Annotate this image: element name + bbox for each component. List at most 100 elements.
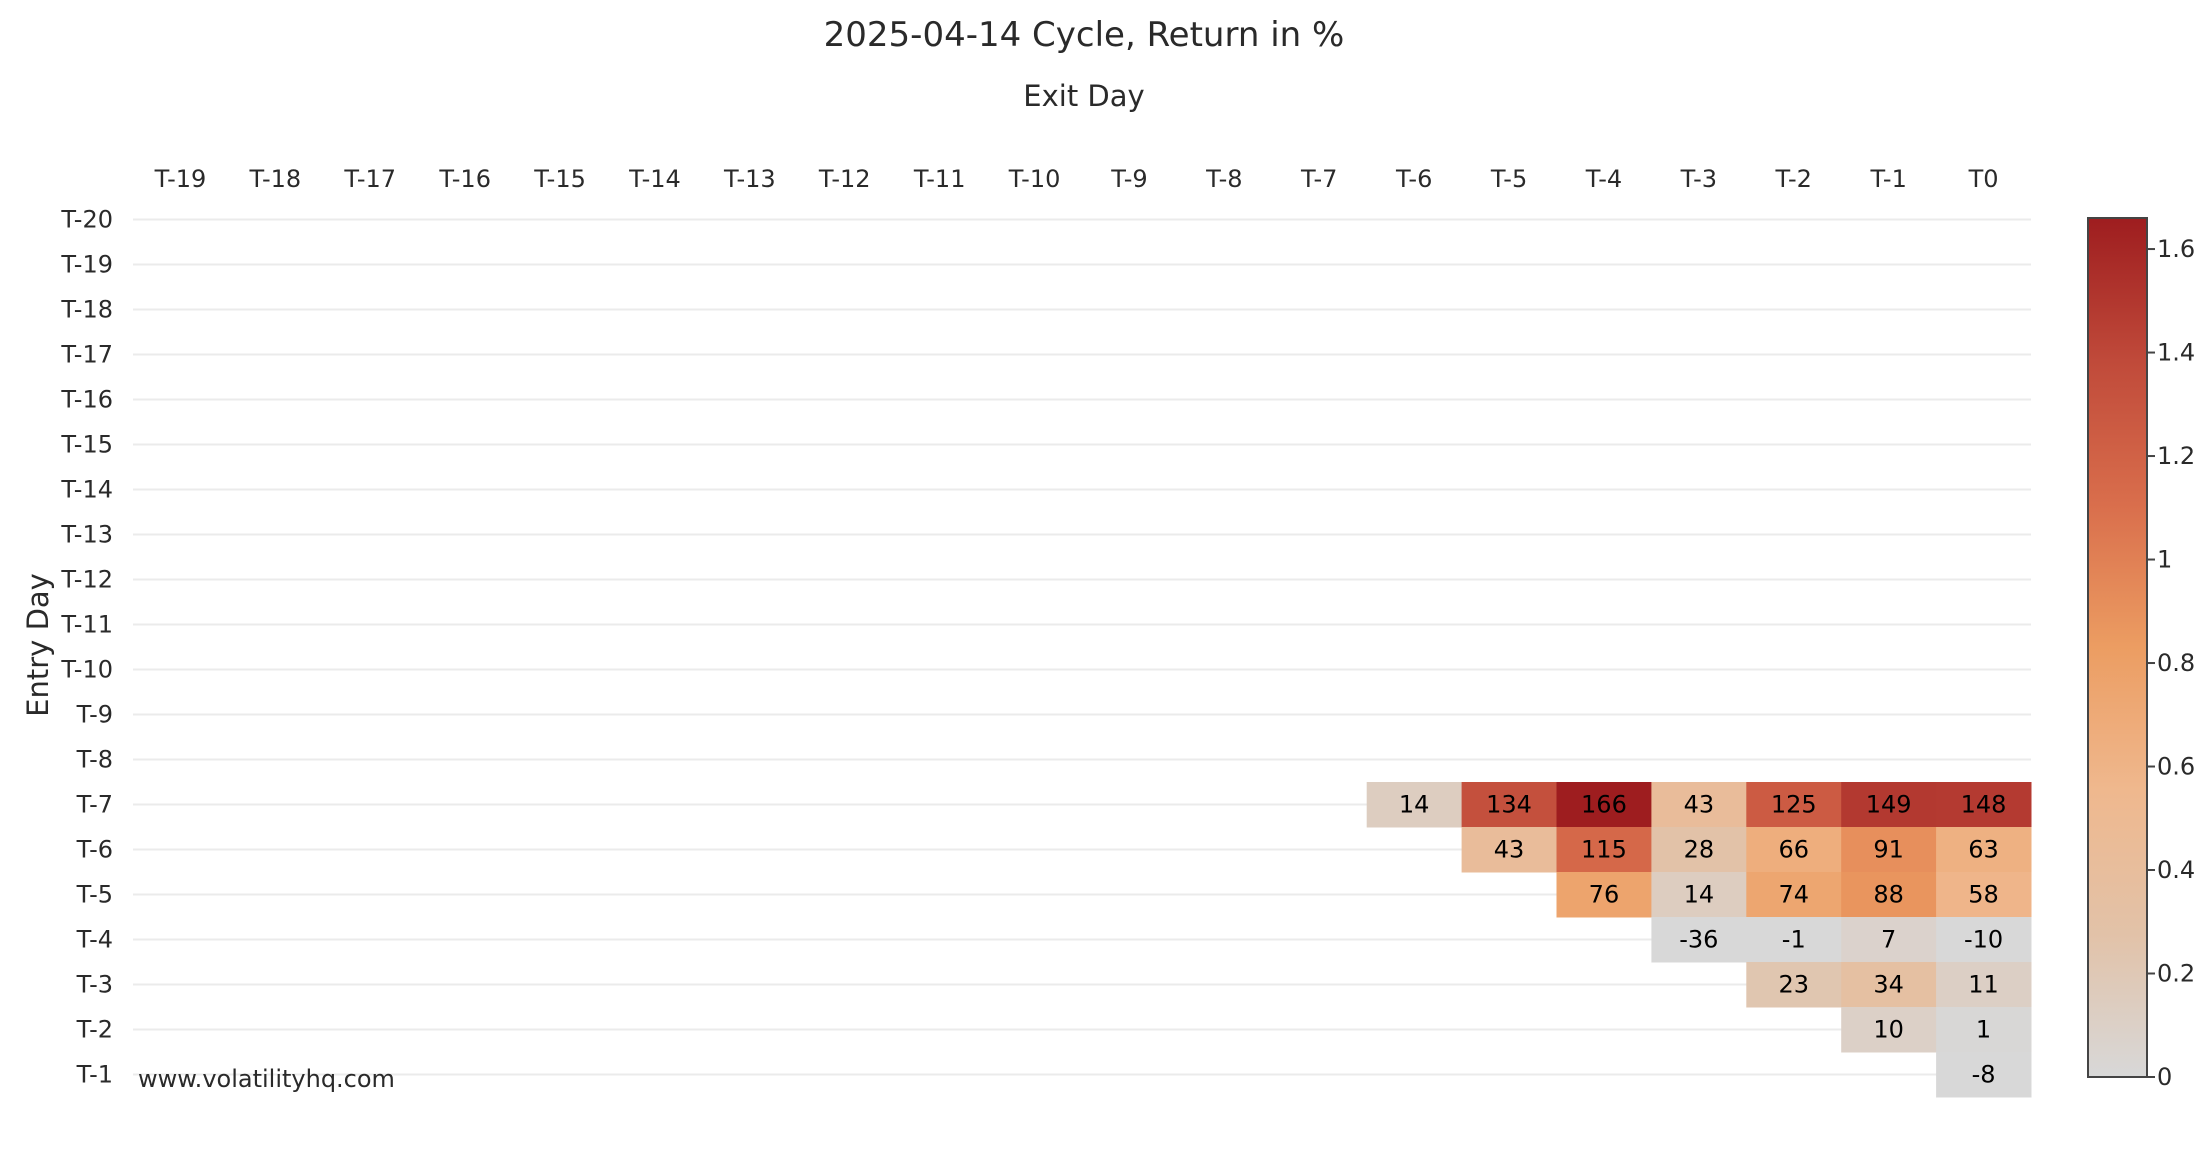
- cell-value-label: 74: [1778, 881, 1809, 909]
- cell-value-label: -10: [1964, 926, 2003, 954]
- heatmap-cell: [1746, 917, 1842, 963]
- cell-value-label: 34: [1873, 971, 1904, 999]
- y-tick-label: T-17: [60, 341, 113, 369]
- cell-value-label: 91: [1873, 836, 1904, 864]
- cell-value-label: 166: [1581, 791, 1627, 819]
- colorbar-tick-label: 1.2: [2157, 442, 2195, 470]
- x-tick-label: T-7: [1300, 165, 1337, 193]
- heatmap-cell: [1746, 872, 1842, 918]
- y-tick-label: T-5: [76, 881, 113, 909]
- cell-value-label: -1: [1782, 926, 1806, 954]
- cell-value-label: 134: [1486, 791, 1532, 819]
- cell-value-label: 14: [1399, 791, 1430, 819]
- y-tick-label: T-11: [60, 611, 113, 639]
- heatmap-cell: [1461, 782, 1557, 828]
- y-tick-label: T-2: [76, 1016, 113, 1044]
- y-tick-label: T-1: [76, 1061, 113, 1089]
- cell-value-label: 23: [1778, 971, 1809, 999]
- y-tick-label: T-16: [60, 386, 113, 414]
- heatmap-cell: [1651, 917, 1747, 963]
- x-tick-label: T0: [1968, 165, 1999, 193]
- cell-value-label: -36: [1679, 926, 1718, 954]
- cell-value-label: 11: [1968, 971, 1999, 999]
- x-tick-label: T-6: [1395, 165, 1432, 193]
- colorbar-tick-label: 1.6: [2157, 235, 2195, 263]
- colorbar-tick-label: 0: [2157, 1063, 2172, 1091]
- y-tick-label: T-7: [76, 791, 113, 819]
- x-tick-label: T-1: [1869, 165, 1906, 193]
- y-axis-title: Entry Day: [21, 573, 55, 717]
- colorbar-gradient: [2087, 217, 2148, 1078]
- heatmap-cell: [1841, 827, 1937, 873]
- colorbar-tick-label: 0.4: [2157, 856, 2195, 884]
- y-tick-label: T-15: [60, 431, 113, 459]
- cell-value-label: 43: [1494, 836, 1525, 864]
- y-tick-label: T-4: [76, 926, 113, 954]
- chart-title: 2025-04-14 Cycle, Return in %: [824, 15, 1345, 55]
- x-tick-label: T-17: [343, 165, 396, 193]
- heatmap-cell: [1841, 917, 1937, 963]
- heatmap-cell: [1461, 827, 1557, 873]
- x-tick-label: T-5: [1490, 165, 1527, 193]
- x-tick-label: T-13: [723, 165, 776, 193]
- x-tick-label: T-16: [438, 165, 491, 193]
- x-tick-label: T-3: [1680, 165, 1717, 193]
- x-tick-label: T-18: [249, 165, 302, 193]
- colorbar-ticks: 0 0.2 0.4 0.6 0.8 1 1.2 1.4 1.6: [2147, 235, 2195, 1091]
- heatmap-cell: [1651, 827, 1747, 873]
- x-tick-label: T-14: [628, 165, 681, 193]
- cell-value-label: 7: [1881, 926, 1896, 954]
- heatmap-cell: [1936, 1007, 2032, 1053]
- heatmap-cell: [1746, 827, 1842, 873]
- heatmap-cell: [1841, 872, 1937, 918]
- cell-value-label: 10: [1873, 1016, 1904, 1044]
- y-tick-label: T-20: [60, 206, 113, 234]
- x-tick-label: T-2: [1775, 165, 1812, 193]
- y-tick-label: T-13: [60, 521, 113, 549]
- y-tick-label: T-18: [60, 296, 113, 324]
- y-tick-label: T-19: [60, 251, 113, 279]
- y-axis-ticks: T-20 T-19 T-18 T-17 T-16 T-15 T-14 T-13 T-12 T-11…: [60, 206, 113, 1089]
- y-tick-label: T-10: [60, 656, 113, 684]
- y-tick-label: T-14: [60, 476, 113, 504]
- heatmap-cell: [1936, 962, 2032, 1008]
- cell-value-label: 115: [1581, 836, 1627, 864]
- heatmap-cell: [1556, 782, 1652, 828]
- cell-value-label: 88: [1873, 881, 1904, 909]
- y-tick-label: T-3: [76, 971, 113, 999]
- heatmap-cell: [1936, 917, 2032, 963]
- cell-value-label: 1: [1976, 1016, 1991, 1044]
- heatmap-cell: [1841, 962, 1937, 1008]
- x-axis-title: Exit Day: [1023, 79, 1144, 113]
- cell-value-label: 58: [1968, 881, 1999, 909]
- colorbar-tick-label: 1.4: [2157, 339, 2195, 367]
- heatmap-cell: [1841, 1007, 1937, 1053]
- heatmap-cell: [1746, 782, 1842, 828]
- watermark-annotation: www.volatilityhq.com: [138, 1065, 395, 1093]
- x-tick-label: T-11: [913, 165, 966, 193]
- heatmap-cell: [1366, 782, 1463, 828]
- colorbar: 0 0.2 0.4 0.6 0.8 1 1.2 1.4 1.6: [2087, 217, 2195, 1091]
- heatmap-cell: [1651, 872, 1747, 918]
- x-tick-label: T-19: [154, 165, 207, 193]
- cell-value-label: 76: [1589, 881, 1620, 909]
- x-tick-label: T-10: [1008, 165, 1061, 193]
- cell-value-label: 28: [1684, 836, 1715, 864]
- heatmap-cell: [1556, 872, 1652, 918]
- heatmap-cell: [1936, 827, 2032, 873]
- x-axis-ticks: T-19 T-18 T-17 T-16 T-15 T-14 T-13 T-12 T-11 T-10…: [154, 165, 1999, 193]
- heatmap-cell: [1936, 872, 2032, 918]
- x-tick-label: T-8: [1205, 165, 1242, 193]
- heatmap-cell: [1936, 1052, 2032, 1098]
- colorbar-tick-label: 0.8: [2157, 649, 2195, 677]
- heatmap-cells: [1366, 782, 2032, 1098]
- x-tick-label: T-12: [818, 165, 871, 193]
- x-tick-label: T-4: [1585, 165, 1622, 193]
- colorbar-tick-label: 0.2: [2157, 960, 2195, 988]
- colorbar-tick-label: 0.6: [2157, 753, 2195, 781]
- cell-value-label: 63: [1968, 836, 1999, 864]
- y-tick-label: T-9: [76, 701, 113, 729]
- cell-value-label: -8: [1972, 1061, 1996, 1089]
